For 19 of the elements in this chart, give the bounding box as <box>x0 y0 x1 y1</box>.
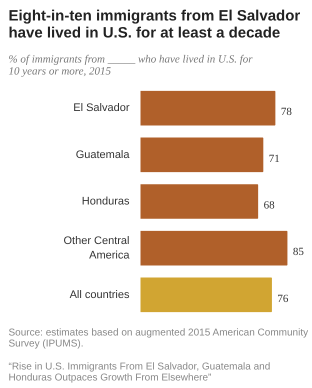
source-note: Source: estimates based on augmented 2015 American Community Survey (IPUMS). <box>8 328 308 350</box>
y-tick-label: Guatemala <box>76 148 130 161</box>
y-tick-label: El Salvador <box>73 102 130 114</box>
data-label: 78 <box>280 106 292 118</box>
y-tick-label: Honduras <box>82 196 130 208</box>
bar <box>140 230 288 266</box>
data-label: 68 <box>264 200 276 212</box>
text: “Rise in U.S. Immigrants From El Salvador, Guatemala and Honduras Outpaces Growth From Elsewhere” <box>8 362 270 384</box>
data-label: 76 <box>277 292 289 305</box>
data-label: 85 <box>292 246 304 258</box>
y-tick-label: All countries <box>70 288 130 301</box>
bar <box>140 278 272 312</box>
bar <box>140 184 258 219</box>
bar <box>140 138 264 172</box>
y-tick-label: Other Central America <box>63 234 130 262</box>
chart-title: Eight-in-ten immigrants from El Salvador have lived in U.S. for at least a decade <box>8 8 300 42</box>
bar <box>140 90 276 126</box>
data-label: 71 <box>268 152 280 165</box>
chart-subtitle: % of immigrants from _____ who have lived in U.S. for 10 years or more, 2015 <box>8 54 254 78</box>
